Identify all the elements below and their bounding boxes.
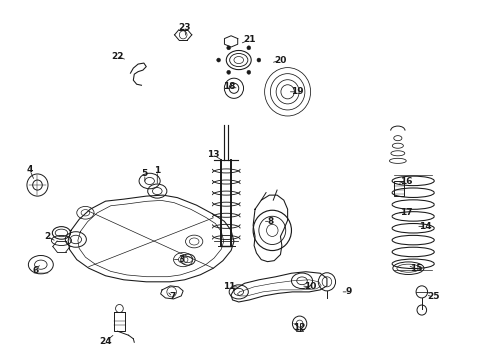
- Text: 20: 20: [274, 55, 286, 64]
- Text: 1: 1: [154, 166, 160, 175]
- Text: 21: 21: [243, 35, 255, 44]
- Text: 16: 16: [399, 176, 412, 185]
- Text: 23: 23: [178, 23, 190, 32]
- Text: 19: 19: [290, 87, 303, 96]
- Text: 11: 11: [223, 282, 235, 291]
- Circle shape: [246, 70, 250, 74]
- Text: 2: 2: [44, 232, 50, 241]
- Circle shape: [256, 58, 260, 62]
- Text: 4: 4: [26, 166, 33, 175]
- Circle shape: [246, 46, 250, 50]
- Bar: [114, 312, 124, 331]
- Text: 13: 13: [207, 150, 219, 159]
- Text: 6: 6: [33, 266, 39, 275]
- Text: 18: 18: [223, 82, 235, 91]
- Text: 5: 5: [142, 170, 148, 179]
- Text: 9: 9: [345, 287, 351, 296]
- Text: 24: 24: [99, 337, 112, 346]
- Text: 7: 7: [169, 292, 176, 301]
- Bar: [393, 181, 403, 196]
- Text: 14: 14: [419, 222, 431, 231]
- Text: 22: 22: [111, 52, 123, 61]
- Text: 10: 10: [304, 282, 316, 291]
- Circle shape: [226, 70, 230, 74]
- Text: 17: 17: [399, 208, 412, 217]
- Text: 12: 12: [293, 323, 305, 332]
- Circle shape: [216, 58, 220, 62]
- Text: 8: 8: [267, 217, 273, 226]
- Text: 25: 25: [427, 292, 439, 301]
- Text: 3: 3: [178, 255, 184, 264]
- Circle shape: [226, 46, 230, 50]
- Text: 15: 15: [409, 264, 422, 273]
